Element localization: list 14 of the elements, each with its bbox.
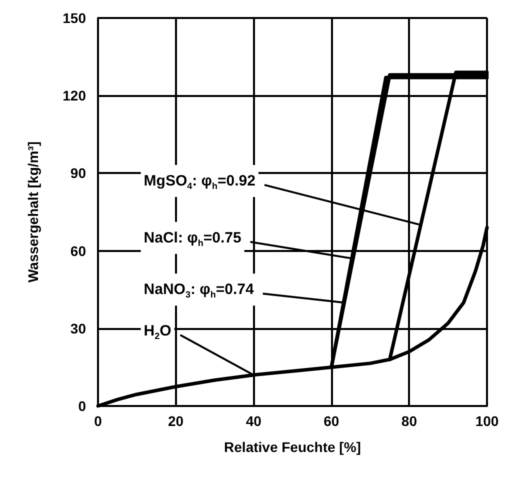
y-tick-label: 120 [62, 88, 86, 104]
y-tick-label: 90 [70, 165, 86, 182]
y-tick-label: 60 [70, 242, 86, 259]
x-tick-label: 80 [401, 413, 418, 429]
x-tick-label: 20 [168, 413, 184, 429]
x-tick-label: 100 [475, 413, 499, 429]
x-tick-label: 40 [246, 413, 262, 429]
x-tick-label: 0 [94, 413, 102, 429]
y-tick-label: 30 [70, 320, 86, 336]
y-tick-label: 0 [78, 398, 86, 414]
y-axis-title: Wassergehalt [kg/m³] [25, 141, 41, 283]
y-tick-label: 150 [62, 10, 86, 26]
x-tick-label: 60 [324, 413, 340, 429]
x-axis-title: Relative Feuchte [%] [224, 439, 361, 455]
